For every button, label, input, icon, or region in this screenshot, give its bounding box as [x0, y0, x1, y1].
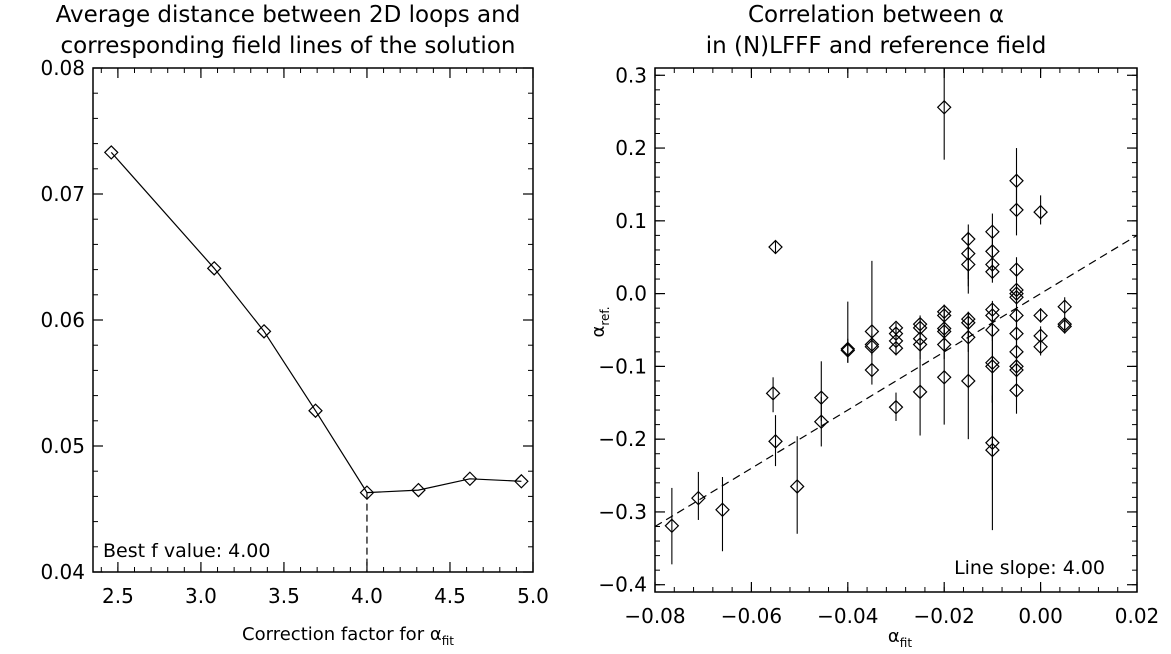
distance-point: [103, 145, 119, 160]
correlation-chart-x-tick-label: 0.02: [1115, 604, 1160, 628]
distance-chart-x-axis-label: Correction factor for αfit: [242, 624, 454, 648]
data-point: [1033, 339, 1048, 355]
correlation-chart-x-tick-label: −0.08: [624, 604, 685, 628]
distance-point: [411, 482, 426, 498]
correlation-chart-title-line-2: in (N)LFFF and reference field: [706, 33, 1047, 59]
correlation-chart-y-tick-label: −0.2: [598, 427, 647, 451]
correlation-chart-x-axis-label: αfit: [888, 626, 912, 650]
data-point: [936, 99, 952, 115]
data-point: [813, 414, 829, 430]
distance-chart-plot-area: 2.5 3.0 3.5 4.0 4.5 5.0 0.04 0.05 0.06 0.07 0.08 Be…: [40, 56, 548, 608]
distance-chart-frame: [92, 67, 534, 573]
data-point: [888, 399, 904, 415]
correlation-chart-y-tick-label: −0.3: [598, 500, 647, 524]
distance-point: [462, 471, 478, 487]
data-point: [912, 384, 928, 400]
data-point: [768, 239, 783, 255]
data-point: [960, 373, 976, 389]
data-point: [715, 502, 730, 518]
data-point: [960, 257, 976, 272]
data-point: [864, 339, 880, 355]
distance-chart-y-tick-label: 0.04: [40, 560, 85, 584]
correlation-chart: Correlation between α in (N)LFFF and ref…: [588, 2, 1159, 650]
distance-series-line: [110, 152, 522, 494]
correlation-chart-y-axis-label: αref.: [588, 306, 612, 337]
correlation-chart-x-axis-label-subscript: fit: [900, 636, 913, 650]
correlation-chart-y-tick-label: 0.2: [615, 136, 647, 160]
fit-line: [654, 234, 1138, 528]
distance-chart-x-tick-label: 3.5: [268, 584, 300, 608]
correlation-chart-x-tick-label: −0.06: [721, 604, 782, 628]
correlation-chart-y-tick-label: 0.0: [615, 282, 647, 306]
data-point: [768, 434, 783, 449]
data-point: [1009, 202, 1024, 218]
data-point: [888, 340, 904, 356]
data-point: [664, 518, 680, 534]
correlation-chart-y-tick-label: 0.3: [615, 63, 647, 87]
data-point: [864, 362, 880, 378]
data-point: [691, 490, 706, 506]
data-point: [840, 343, 856, 358]
distance-point: [308, 403, 323, 419]
data-point: [1033, 204, 1048, 220]
data-point: [985, 264, 1000, 280]
correlation-chart-x-tick-label: −0.04: [817, 604, 878, 628]
data-point: [1033, 308, 1048, 323]
distance-chart-x-tick-label: 4.0: [351, 584, 383, 608]
distance-chart-title-line-2: corresponding field lines of the solutio…: [61, 33, 516, 59]
correlation-chart-frame: [654, 67, 1138, 593]
distance-point: [514, 473, 529, 489]
correlation-chart-y-axis-label-subscript: ref.: [598, 306, 612, 325]
best-value-annotation: Best f value: 4.00: [103, 540, 270, 562]
distance-chart-y-tick-label: 0.07: [40, 182, 85, 206]
distance-point: [256, 323, 272, 339]
distance-chart-x-axis-label-text: Correction factor for α: [242, 624, 442, 645]
distance-point: [206, 260, 222, 276]
correlation-chart-y-axis-label-text: α: [588, 326, 609, 338]
correlation-chart-title-line-1: Correlation between α: [748, 2, 1004, 28]
data-point: [1057, 319, 1073, 334]
distance-chart-y-tick-label: 0.06: [40, 308, 85, 332]
distance-chart-x-tick-label: 4.5: [434, 584, 466, 608]
correlation-chart-plot-area: −0.08 −0.06 −0.04 −0.02 0.00 0.02 −0.4 −0.3 −0.2…: [598, 63, 1159, 628]
distance-chart-x-tick-label: 3.0: [185, 584, 217, 608]
correlation-chart-x-tick-label: 0.00: [1018, 604, 1063, 628]
distance-chart-y-tick-label: 0.08: [40, 56, 85, 80]
distance-chart-y-tick-label: 0.05: [40, 434, 85, 458]
correlation-chart-y-tick-label: −0.1: [598, 354, 647, 378]
correlation-chart-y-tick-label: −0.4: [598, 573, 647, 597]
correlation-chart-y-tick-label: 0.1: [615, 209, 647, 233]
correlation-chart-x-tick-label: −0.02: [914, 604, 975, 628]
data-point: [1009, 383, 1024, 398]
data-point: [789, 479, 805, 494]
distance-chart-x-axis-label-subscript: fit: [442, 634, 455, 648]
data-point: [985, 442, 1000, 458]
data-point: [765, 385, 781, 401]
data-point: [1057, 299, 1073, 315]
slope-annotation: Line slope: 4.00: [954, 557, 1105, 579]
data-point: [936, 369, 952, 385]
correlation-chart-x-axis-label-text: α: [888, 626, 900, 647]
distance-chart-title-line-1: Average distance between 2D loops and: [56, 2, 521, 28]
distance-chart: Average distance between 2D loops and co…: [40, 2, 548, 648]
data-point: [1009, 262, 1024, 277]
distance-chart-x-tick-label: 2.5: [102, 584, 134, 608]
distance-chart-x-tick-label: 5.0: [517, 584, 549, 608]
